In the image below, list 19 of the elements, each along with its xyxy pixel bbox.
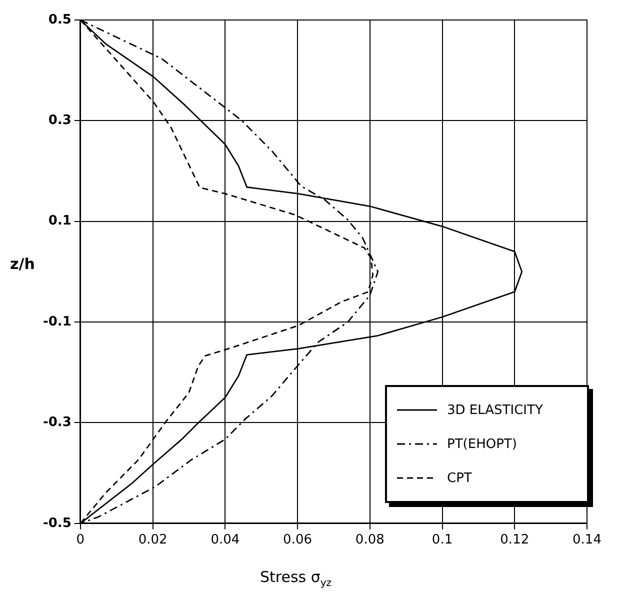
y-tick-label: 0.1 [48, 214, 72, 229]
y-tick-label: -0.1 [42, 314, 72, 330]
x-tick-label: 0.06 [283, 532, 312, 548]
x-tick-label: 0.1 [432, 532, 453, 548]
x-tick-label: 0.14 [572, 532, 602, 548]
x-tick-label: 0 [76, 532, 85, 548]
y-tick-label: -0.3 [42, 415, 72, 430]
legend-label: CPT [447, 470, 472, 486]
y-tick-label: 0.5 [48, 12, 72, 28]
x-tick-label: 0.12 [500, 532, 530, 548]
legend-label: PT(EHOPT) [447, 436, 517, 452]
y-tick-label: -0.5 [42, 516, 72, 531]
y-tick-label: 0.3 [48, 113, 72, 128]
y-axis-title: z/h [10, 255, 35, 273]
legend-label: 3D ELASTICITY [447, 402, 543, 418]
x-axis-title: Stress σ$_{yz}$ [260, 568, 332, 589]
x-tick-label: 0.02 [138, 532, 168, 548]
x-tick-label: 0.04 [210, 532, 240, 548]
x-tick-label: 0.08 [355, 532, 384, 548]
